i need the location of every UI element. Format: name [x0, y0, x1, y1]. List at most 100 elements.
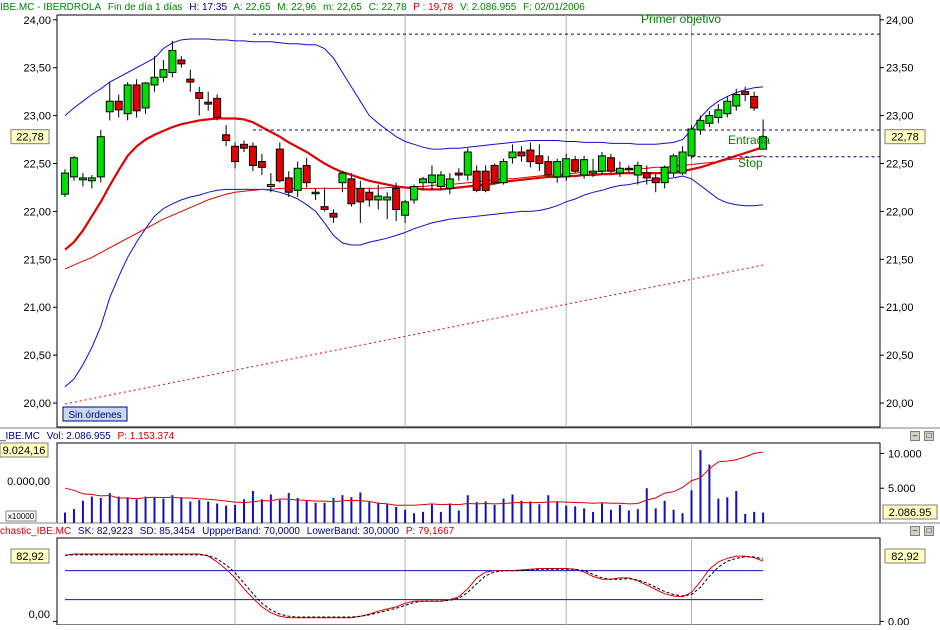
candle-body — [642, 172, 651, 179]
candle-body — [615, 167, 624, 174]
y-tick-label: 20,50 — [23, 350, 51, 362]
candle-body — [732, 94, 741, 107]
candle-body — [427, 174, 436, 184]
candle-body — [669, 155, 678, 174]
y-tick-label: 23,50 — [23, 63, 51, 75]
candle-body — [535, 155, 544, 165]
candle-body — [222, 134, 231, 142]
volume-tick-label: 10.000 — [888, 448, 922, 460]
candle-body — [338, 172, 347, 184]
candle-body — [463, 151, 472, 176]
date-label: F: 02/01/2006 — [523, 2, 585, 13]
candle-body — [401, 201, 410, 216]
candle-body — [741, 91, 750, 96]
candle-body — [544, 161, 553, 176]
candle-body — [69, 157, 78, 178]
volume-left-label: 9.024,16 — [3, 445, 46, 457]
candle-body — [168, 49, 177, 73]
candle-body — [365, 191, 374, 201]
candle-body — [105, 100, 114, 113]
open-label: A: 22,65 — [233, 2, 271, 13]
annotation-label: Primer objetivo — [641, 12, 721, 26]
y-tick-label: 22,50 — [23, 159, 51, 171]
candle-body — [132, 84, 141, 112]
y-tick-label: 20,00 — [886, 398, 914, 410]
price-pane-frame — [56, 14, 881, 428]
volume-scale-note: x10000 — [8, 512, 35, 521]
price-header: IBE.MC - IBERDROLA Fin de día 1 días H: … — [0, 0, 930, 15]
candle-body — [186, 78, 195, 83]
stoch-left-box — [10, 548, 50, 564]
candle-body — [526, 149, 535, 163]
candle-body — [123, 84, 132, 115]
candle-body — [150, 76, 159, 86]
stoch-tick-label: 0,00 — [888, 616, 909, 625]
y-tick-label: 23,00 — [23, 111, 51, 123]
candle-body — [159, 69, 168, 78]
candle-body — [248, 145, 257, 166]
candle-body — [606, 157, 615, 172]
minimize-volume-pane-button[interactable]: – — [910, 431, 920, 441]
candle-body — [87, 177, 96, 182]
minimize-stochastic-pane-button[interactable]: – — [910, 526, 920, 536]
candle-body — [490, 164, 499, 184]
candle-body — [374, 195, 383, 201]
volume-left-label: 0.000,00 — [7, 476, 50, 488]
y-tick-label: 23,50 — [886, 63, 914, 75]
candle-body — [436, 174, 445, 188]
stoch-left-label: 82,92 — [16, 551, 44, 563]
y-tick-label: 22,50 — [886, 159, 914, 171]
candle-body — [311, 191, 320, 195]
candle-body — [580, 159, 589, 176]
candle-body — [383, 196, 392, 201]
candle-body — [472, 170, 481, 191]
volume-name-label: _IBE.MC — [0, 431, 41, 442]
stoch-upper-label: UppperBand: 70,0000 — [202, 526, 300, 537]
candle-body — [231, 145, 240, 163]
volume-average-line — [64, 451, 764, 506]
candle-body — [410, 186, 419, 201]
candle-body — [419, 178, 427, 184]
stoch-left-label: 0,00 — [29, 609, 50, 621]
y-tick-label: 20,50 — [886, 350, 914, 362]
stoch-sk-label: SK: 82,9223 — [77, 526, 133, 537]
candle-body — [562, 158, 571, 178]
time-label: H: 17:35 — [189, 2, 228, 13]
symbol-label: IBE.MC - IBERDROLA — [0, 2, 102, 13]
annotation-label: Stop — [738, 156, 763, 170]
y-tick-label: 24,00 — [886, 15, 914, 27]
candle-body — [750, 95, 759, 109]
candle-body — [320, 206, 329, 211]
period-label: Fin de día 1 días — [107, 2, 183, 13]
stoch-p-label: P: 79,1667 — [405, 526, 455, 537]
maximize-stochastic-pane-button[interactable]: □ — [924, 526, 934, 536]
volume-avg-label: P: 1.153.374 — [117, 431, 175, 442]
candle-body — [78, 177, 87, 181]
last-price-label-left: 22,78 — [16, 132, 44, 144]
y-tick-label: 23,00 — [886, 111, 914, 123]
stoch-last-label: 82,92 — [891, 551, 919, 563]
p-label: P : 19,78 — [413, 2, 454, 13]
y-tick-label: 24,00 — [23, 15, 51, 27]
volume-header: _IBE.MC Vol: 2.086.955 P: 1.153.374 — [0, 429, 880, 444]
stoch-sd-label: SD: 85,3454 — [139, 526, 196, 537]
candle-body — [275, 148, 284, 182]
candle-body — [723, 100, 732, 115]
y-tick-label: 22,00 — [23, 206, 51, 218]
candle-body — [61, 172, 69, 195]
last-price-box-left — [10, 129, 50, 145]
candle-body — [624, 167, 633, 171]
maximize-volume-pane-button[interactable]: □ — [924, 431, 934, 441]
candle-body — [571, 159, 580, 172]
volume-scale-box — [5, 510, 37, 522]
candle-body — [687, 128, 696, 157]
stochastic-sk-line — [64, 553, 764, 619]
stoch-last-box — [884, 548, 926, 564]
candle-body — [454, 172, 463, 176]
y-tick-label: 20,00 — [23, 398, 51, 410]
y-tick-label: 22,00 — [886, 206, 914, 218]
candle-body — [678, 151, 687, 174]
volume-left-box — [0, 442, 49, 458]
